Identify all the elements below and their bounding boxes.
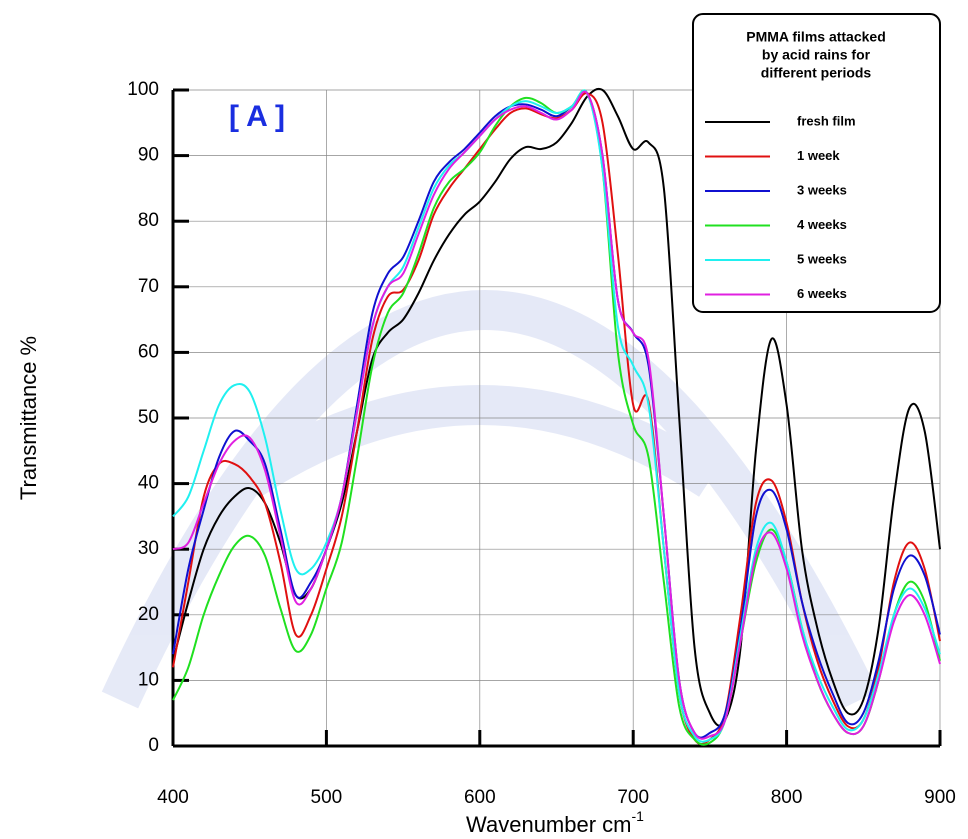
y-tick-label: 90: [138, 145, 159, 166]
watermark: [101, 290, 878, 709]
x-axis-label-superscript: -1: [632, 808, 645, 824]
y-tick-label: 10: [138, 669, 159, 690]
y-tick-label: 20: [138, 604, 159, 625]
legend-label: 6 weeks: [797, 286, 847, 301]
legend-label: 1 week: [797, 148, 840, 163]
legend-label: 3 weeks: [797, 182, 847, 197]
legend-label: 5 weeks: [797, 251, 847, 266]
x-tick-label: 500: [311, 787, 343, 808]
x-tick-label: 700: [617, 787, 649, 808]
annotation: [ A ]: [229, 100, 285, 133]
y-tick-label: 100: [127, 79, 159, 100]
legend-label: 4 weeks: [797, 217, 847, 232]
x-tick-label: 600: [464, 787, 496, 808]
legend-title: different periods: [761, 65, 872, 81]
series-line: [172, 90, 941, 740]
watermark-arc: [101, 290, 878, 709]
y-tick-label: 0: [148, 735, 159, 756]
y-tick-label: 40: [138, 473, 159, 494]
legend-title: PMMA films attacked: [746, 29, 886, 45]
x-axis-label-text: Wavenumber cm: [466, 812, 631, 837]
series-line: [172, 89, 941, 743]
x-tick-label: 900: [924, 787, 956, 808]
x-tick-label: 400: [157, 787, 189, 808]
legend-label: fresh film: [797, 113, 856, 128]
y-tick-label: 60: [138, 341, 159, 362]
x-tick-label: 800: [771, 787, 803, 808]
x-axis-label: Wavenumber cm-1: [466, 808, 644, 837]
y-tick-label: 30: [138, 538, 159, 559]
y-tick-label: 80: [138, 210, 159, 231]
legend-box: [692, 13, 941, 313]
y-tick-label: 50: [138, 407, 159, 428]
y-axis-label: Transmittance %: [16, 336, 41, 500]
legend-title: by acid rains for: [762, 47, 871, 63]
y-tick-label: 70: [138, 276, 159, 297]
